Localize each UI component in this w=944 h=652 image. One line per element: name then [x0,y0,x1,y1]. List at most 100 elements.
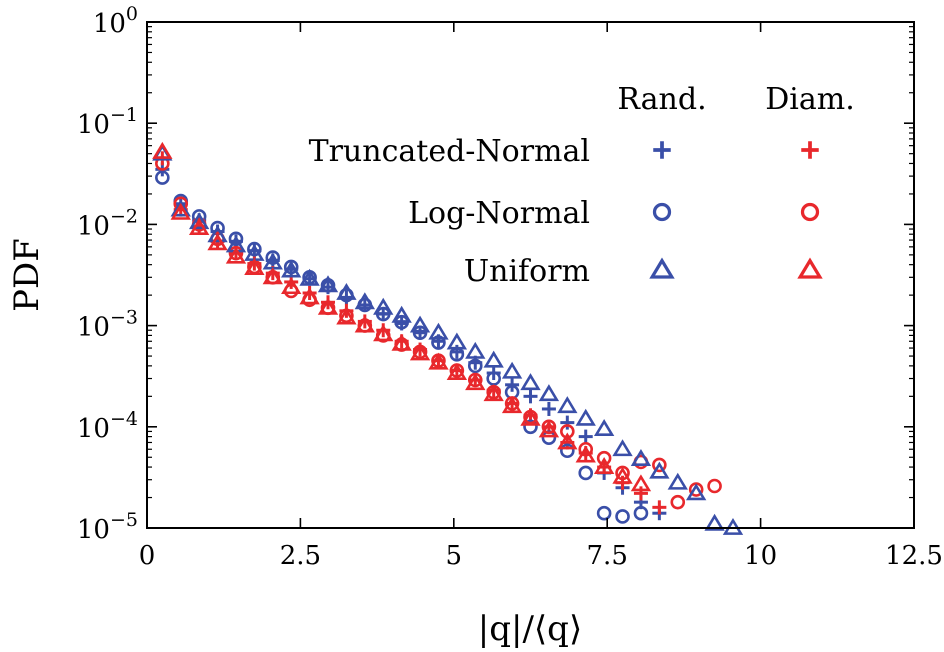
legend-column-header: Diam. [765,82,855,117]
data-point [281,260,302,278]
data-point [670,494,686,510]
data-point [501,361,523,379]
data-point [155,170,170,185]
legend-row-label: Truncated-Normal [309,134,590,169]
x-tick-label: 5 [446,541,463,571]
data-point [431,335,446,350]
data-point [707,478,722,494]
data-point [409,315,431,333]
legend-row-label: Log-Normal [408,196,590,231]
legend-marker-rand [653,141,671,159]
data-point [649,461,670,479]
data-point [596,450,612,466]
y-tick-label: 10−4 [77,408,138,444]
data-point [578,465,594,481]
legend-column-header: Rand. [617,82,706,117]
data-point [265,250,281,265]
data-point [578,429,593,444]
data-point [575,408,596,426]
data-point [667,472,688,490]
data-point [391,305,412,323]
legend-marker-rand [649,257,675,279]
data-point [299,268,320,286]
data-point [520,373,541,391]
data-point [188,212,210,230]
y-tick-label: 10−2 [77,205,138,241]
data-point [336,282,357,300]
data-point [428,322,449,340]
legend-row-label: Uniform [464,254,590,289]
data-point [299,287,320,305]
x-tick-label: 7.5 [587,541,628,571]
data-point [173,196,189,212]
data-point [413,325,428,340]
y-tick-label: 10−5 [77,509,138,545]
data-point [373,324,394,342]
plot-frame [146,21,915,529]
data-point [446,332,468,350]
legend: Rand. Diam. Truncated-Normal Log-Normal Unif… [309,82,855,289]
x-axis-label: |q|/⟨q⟩ [478,609,582,649]
data-point [633,486,648,501]
data-point [501,396,523,414]
legend-marker-diam [801,141,819,159]
data-point [557,396,578,414]
data-point [612,439,633,457]
data-point [391,333,412,351]
data-point [523,389,538,404]
data-point [538,420,560,438]
data-point [281,277,302,295]
y-tick-label: 100 [93,3,138,39]
data-point [560,443,575,459]
data-point [152,141,173,159]
data-point [225,246,247,264]
data-point [633,505,649,521]
data-point [483,350,504,368]
data-point [523,419,538,435]
data-point [467,358,483,374]
data-point [354,315,375,333]
y-axis-label: PDF [7,238,47,312]
data-point [170,202,191,220]
x-tick-label: 10 [744,541,777,571]
data-point [409,343,431,361]
data-point [505,377,520,392]
data-point [593,419,615,436]
data-point [228,231,244,247]
x-tick-label: 0 [139,541,156,571]
data-point [538,384,560,402]
data-point [412,325,428,341]
data-point [541,401,556,416]
axes: 0 2.5 5 7.5 10 12.5 100 10−1 10−2 10−3 10−4 10−5 [77,3,943,571]
data-point [465,341,486,359]
data-point [612,466,633,484]
data-point [317,275,339,293]
x-tick-label: 12.5 [885,541,943,571]
data-point [483,384,504,402]
data-point [704,513,725,531]
y-tick-label: 10−1 [77,104,138,140]
data-point [575,445,596,463]
data-point [652,500,667,515]
data-point [188,218,210,235]
legend-marker-diam [797,257,823,279]
data-point [244,258,265,276]
data-point [630,449,652,466]
legend-marker-rand [652,202,672,222]
y-tick-label: 10−3 [77,307,138,343]
data-point [686,483,707,501]
data-point [170,199,191,217]
data-point [336,307,357,325]
data-point [465,373,486,391]
data-point [593,457,615,474]
legend-marker-diam [800,202,820,222]
data-point [428,352,449,370]
data-point [373,297,394,315]
data-point [262,267,283,285]
data-point [207,233,228,251]
data-point [630,474,652,492]
data-point [557,432,578,450]
data-point [207,225,228,243]
data-point [317,297,339,315]
